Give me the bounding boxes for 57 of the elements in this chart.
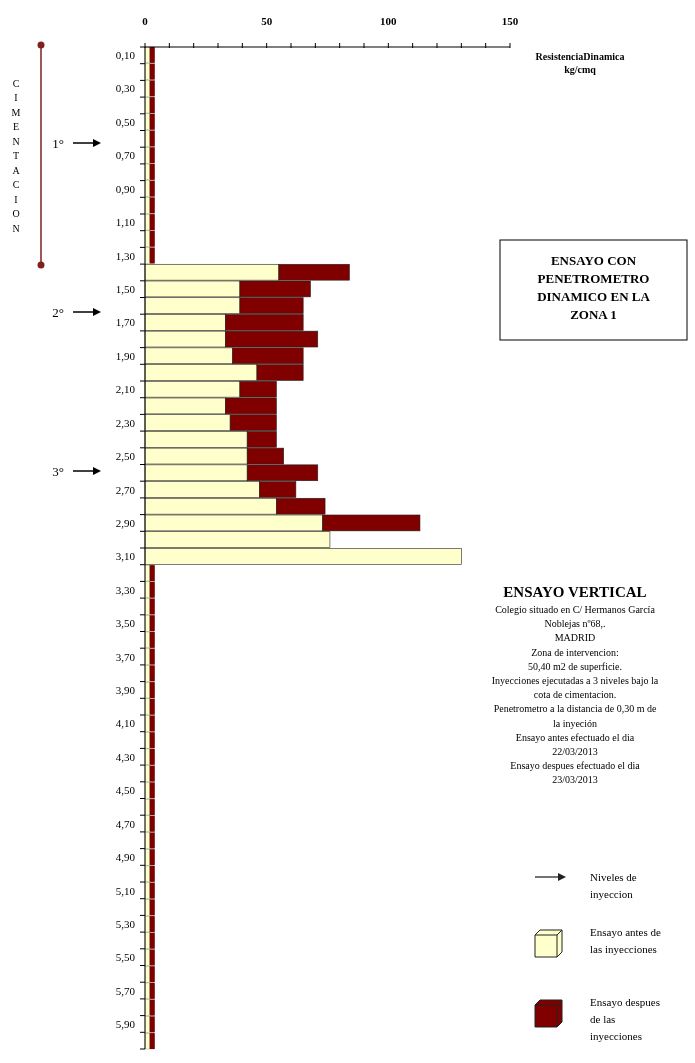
title-box: ENSAYO CON PENETROMETRO DINAMICO EN LA ZONA 1: [499, 239, 688, 341]
y-tick-label: 5,30: [115, 918, 136, 931]
y-tick-label: 5,10: [115, 884, 136, 897]
annotation: Inyecciones ejecutadas a 3 niveles bajo la: [491, 675, 659, 686]
text: Ensayo antes efectuado el dia: [515, 731, 635, 743]
y-tick-label: 1,50: [115, 282, 136, 295]
x-axis-title: ResistenciaDinamica kg/cmq: [535, 51, 625, 75]
text: Ensayo antes de las inyecciones: [590, 926, 661, 955]
y-tick-label: 1,70: [115, 316, 136, 329]
text: Ensayo despues de las inyecciones: [590, 996, 660, 1042]
y-tick-label: 1,10: [115, 216, 136, 229]
x-tick-label: 50: [261, 15, 273, 27]
y-tick-label: 2,70: [115, 483, 136, 496]
y-tick-label: 4,30: [115, 750, 136, 763]
text: 23/03/2013: [552, 774, 598, 786]
y-tick-label: 0,70: [115, 149, 136, 162]
y-tick-label: 3,50: [115, 617, 136, 630]
text: 2°: [52, 305, 64, 320]
y-tick-label: 5,70: [115, 984, 136, 997]
x-tick-label: 0: [142, 15, 149, 27]
y-tick-label: 1,90: [115, 349, 136, 362]
y-tick-label: 0,10: [115, 48, 136, 61]
y-tick-label: 4,70: [115, 817, 136, 830]
text: Ensayo despues efectuado el dia: [510, 760, 641, 772]
text: 22/03/2013: [552, 746, 598, 757]
y-tick-label: 0,50: [115, 115, 136, 128]
text: 50,40 m2 de superficie.: [527, 660, 623, 672]
y-tick-label: 2,90: [115, 516, 136, 529]
text: ENSAYO VERTICAL: [503, 584, 647, 600]
text: la inyeción: [552, 717, 598, 729]
y-tick-label: 3,10: [115, 550, 136, 563]
y-tick-label: 5,50: [115, 951, 136, 964]
y-tick-label: 0,30: [115, 82, 136, 95]
text: MADRID: [554, 632, 596, 644]
text: CIMENTACION: [11, 77, 21, 234]
y-tick-label: 4,10: [115, 717, 136, 730]
y-tick-label: 4,90: [115, 851, 136, 864]
y-tick-label: 3,70: [115, 650, 136, 663]
x-tick-label: 150: [501, 15, 519, 27]
x-tick-label: 100: [380, 15, 398, 27]
y-tick-label: 2,10: [115, 383, 136, 396]
y-tick-label: 2,50: [115, 450, 136, 463]
y-tick-label: 0,90: [115, 182, 136, 195]
y-tick-label: 3,90: [115, 684, 136, 697]
y-tick-label: 1,30: [115, 249, 136, 262]
y-tick-label: 5,90: [115, 1018, 136, 1031]
text: 1°: [52, 136, 64, 151]
text: Zona de intervencion:: [531, 646, 619, 658]
text: cota de cimentacion.: [533, 689, 617, 701]
text: Noblejas nº68,.: [544, 618, 606, 630]
annotation: Penetrometro a la distancia de 0,30 m de: [493, 703, 657, 715]
y-tick-label: 3,30: [115, 583, 136, 596]
annotation: Colegio situado en C/ Hermanos García: [495, 604, 656, 615]
y-tick-label: 4,50: [115, 784, 136, 797]
text: Niveles de inyeccion: [590, 871, 637, 900]
y-tick-label: 2,30: [115, 416, 136, 429]
text: 3°: [52, 464, 64, 479]
